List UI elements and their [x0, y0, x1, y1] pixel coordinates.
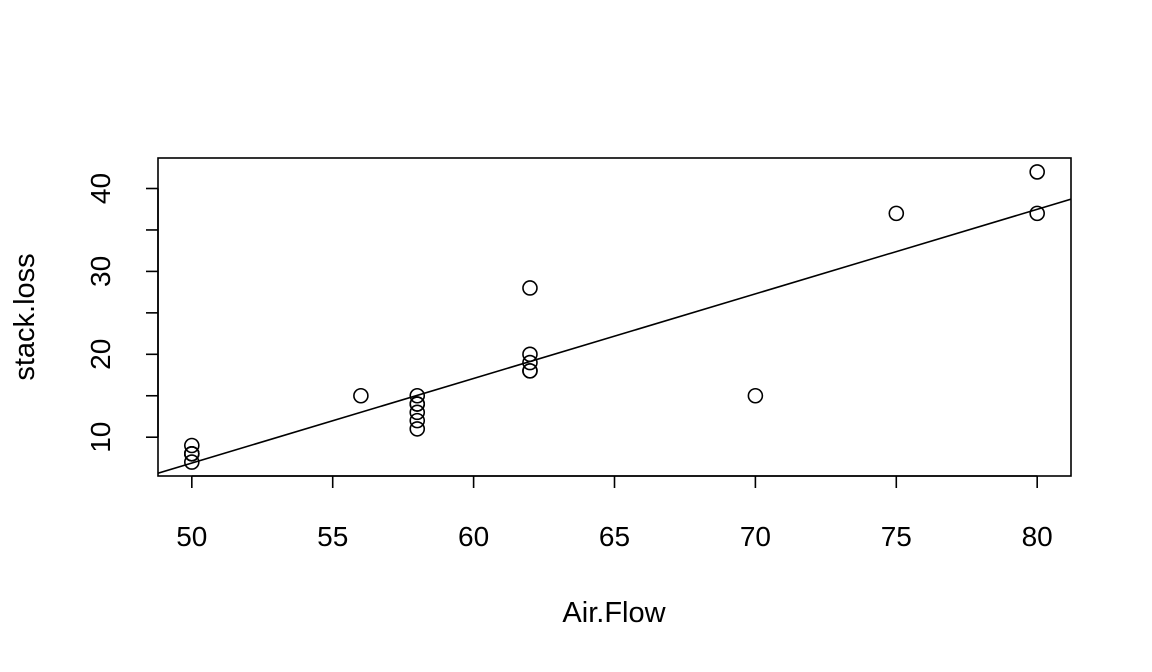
data-points: [184, 164, 1045, 470]
data-point: [522, 346, 538, 363]
y-axis: 10 20 30 40: [85, 173, 159, 453]
x-axis-title: Air.Flow: [562, 597, 666, 629]
data-point: [409, 396, 426, 412]
x-tick-label: 80: [1022, 521, 1053, 552]
x-tick-label: 60: [458, 521, 489, 552]
data-point: [888, 205, 905, 222]
data-point: [353, 387, 369, 404]
y-tick-label: 30: [85, 256, 116, 287]
regression-line: [158, 198, 1071, 474]
plot-frame: [157, 157, 1072, 477]
x-tick-label: 65: [599, 521, 630, 552]
x-tick-label: 70: [740, 521, 771, 552]
data-point: [522, 280, 538, 296]
data-point: [522, 354, 538, 371]
x-tick-label: 55: [317, 521, 348, 552]
regression-line-group: [158, 198, 1071, 474]
data-point: [184, 437, 200, 454]
data-point: [409, 387, 426, 404]
data-point: [1029, 164, 1045, 180]
y-axis-title: stack.loss: [9, 253, 41, 380]
data-point: [409, 412, 426, 429]
data-point: [409, 421, 426, 437]
data-point: [184, 454, 200, 470]
data-point: [522, 363, 538, 379]
x-axis: 50 55 60 65 70 75 80: [176, 475, 1053, 552]
x-tick-label: 50: [176, 521, 207, 552]
y-tick-label: 40: [85, 173, 116, 204]
data-point: [747, 387, 764, 404]
y-tick-label: 20: [85, 339, 116, 370]
data-point: [184, 445, 200, 462]
data-point: [1029, 205, 1045, 222]
data-point: [409, 404, 426, 421]
x-tick-label: 75: [881, 521, 912, 552]
y-tick-label: 10: [85, 422, 116, 453]
